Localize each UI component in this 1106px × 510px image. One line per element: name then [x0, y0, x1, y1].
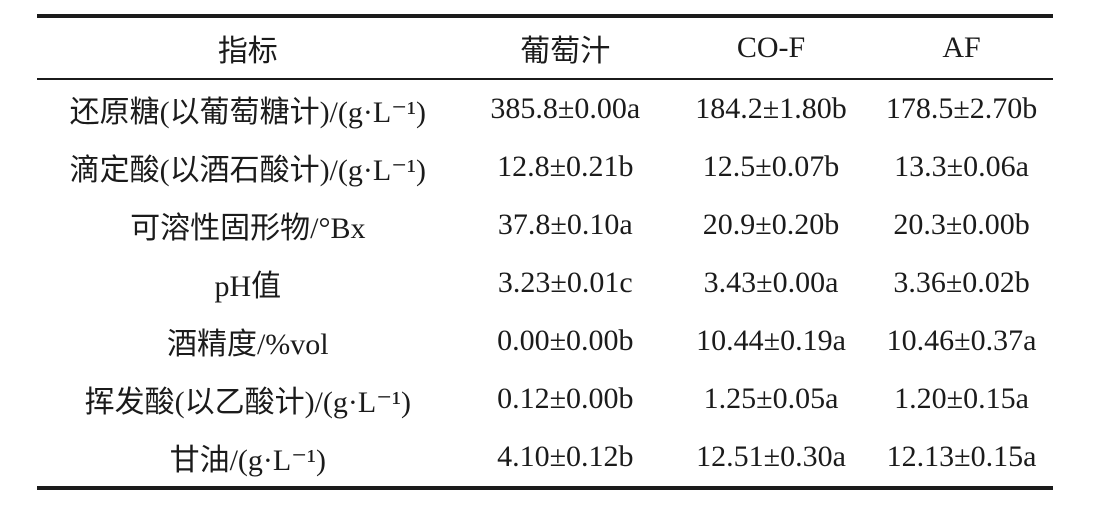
- value-cell: 13.3±0.06a: [894, 150, 1029, 183]
- value-cell: 3.36±0.02b: [893, 266, 1030, 299]
- value-cell: 1.25±0.05a: [703, 382, 839, 415]
- indicator-cell: pH值: [214, 270, 282, 303]
- value-cell: 4.10±0.12b: [497, 440, 634, 473]
- value-cell: 20.3±0.00b: [893, 208, 1030, 241]
- column-header-indicator: 指标: [217, 35, 278, 68]
- indicator-cell: 可溶性固形物/°Bx: [130, 212, 366, 245]
- value-cell: 178.5±2.70b: [885, 92, 1038, 125]
- value-cell: 184.2±1.80b: [695, 92, 847, 125]
- value-cell: 0.12±0.00b: [497, 382, 634, 415]
- value-cell: 20.9±0.20b: [702, 208, 840, 241]
- table-row-alcohol: 酒精度/%vol 0.00±0.00b 10.44±0.19a 10.46±0.…: [37, 312, 1053, 370]
- indicator-cell: 甘油/(g·L⁻¹): [169, 444, 327, 477]
- indicator-cell: 挥发酸(以乙酸计)/(g·L⁻¹): [84, 386, 412, 419]
- value-cell: 1.20±0.15a: [894, 382, 1029, 415]
- table-row-ph: pH值 3.23±0.01c 3.43±0.00a 3.36±0.02b: [37, 254, 1053, 312]
- value-cell: 0.00±0.00b: [497, 324, 634, 357]
- column-header-co-f: CO-F: [736, 31, 806, 64]
- value-cell: 3.43±0.00a: [703, 266, 839, 299]
- value-cell: 10.46±0.37a: [886, 324, 1037, 357]
- value-cell: 12.51±0.30a: [696, 440, 846, 473]
- value-cell: 12.8±0.21b: [497, 150, 634, 183]
- header-row: 指标 葡萄汁 CO-F AF: [37, 16, 1053, 79]
- table-row-volatile-acid: 挥发酸(以乙酸计)/(g·L⁻¹) 0.12±0.00b 1.25±0.05a …: [37, 370, 1053, 428]
- three-line-table: 指标 葡萄汁 CO-F AF 还原糖(以葡萄糖计)/(g·L⁻¹) 385.8±…: [37, 14, 1053, 490]
- value-cell: 385.8±0.00a: [490, 92, 641, 125]
- value-cell: 12.5±0.07b: [702, 150, 840, 183]
- table-row-titratable-acid: 滴定酸(以酒石酸计)/(g·L⁻¹) 12.8±0.21b 12.5±0.07b…: [37, 138, 1053, 196]
- column-header-af: AF: [942, 31, 981, 64]
- value-cell: 10.44±0.19a: [696, 324, 846, 357]
- value-cell: 3.23±0.01c: [497, 266, 633, 299]
- indicator-cell: 还原糖(以葡萄糖计)/(g·L⁻¹): [69, 96, 427, 129]
- value-cell: 12.13±0.15a: [886, 440, 1037, 473]
- table-row-soluble-solids: 可溶性固形物/°Bx 37.8±0.10a 20.9±0.20b 20.3±0.…: [37, 196, 1053, 254]
- table-row-reducing-sugar: 还原糖(以葡萄糖计)/(g·L⁻¹) 385.8±0.00a 184.2±1.8…: [37, 79, 1053, 138]
- indicator-cell: 酒精度/%vol: [166, 328, 329, 361]
- indicator-cell: 滴定酸(以酒石酸计)/(g·L⁻¹): [69, 154, 427, 187]
- physicochemical-indicators-table: 指标 葡萄汁 CO-F AF 还原糖(以葡萄糖计)/(g·L⁻¹) 385.8±…: [37, 14, 1053, 490]
- column-header-grape-juice: 葡萄汁: [520, 35, 611, 68]
- table-row-glycerol: 甘油/(g·L⁻¹) 4.10±0.12b 12.51±0.30a 12.13±…: [37, 428, 1053, 488]
- value-cell: 37.8±0.10a: [497, 208, 633, 241]
